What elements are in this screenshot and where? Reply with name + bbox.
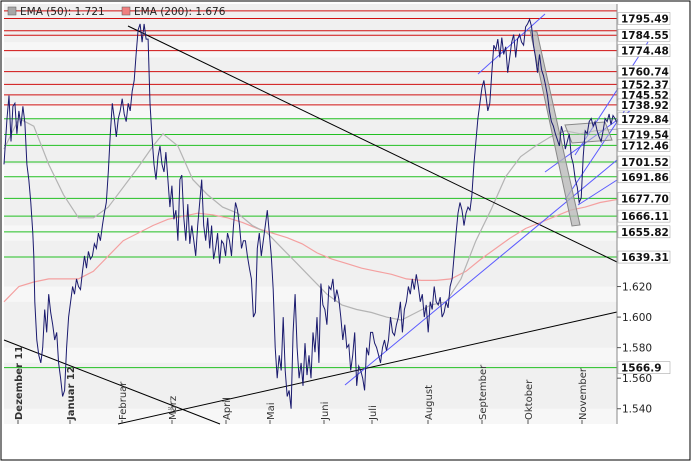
y-tick-label: 1.600 bbox=[622, 312, 652, 324]
plot-stripes bbox=[4, 42, 617, 424]
channel-line bbox=[574, 41, 649, 156]
x-tick-label: Oktober bbox=[524, 379, 535, 420]
x-tick-label: Juni bbox=[320, 402, 331, 421]
level-label: 1729.84 bbox=[621, 114, 669, 126]
trendlines bbox=[3, 13, 649, 425]
level-label-box bbox=[617, 28, 671, 42]
level-label-box bbox=[617, 250, 671, 264]
ema-lines bbox=[3, 117, 618, 321]
level-label-box bbox=[617, 139, 671, 152]
legend: EMA (50): 1.721 EMA (200): 1.676 bbox=[7, 6, 226, 18]
legend-swatch bbox=[121, 6, 131, 16]
plot-stripe bbox=[4, 225, 617, 241]
level-label: 1691.86 bbox=[621, 172, 669, 184]
level-label: 1719.54 bbox=[621, 130, 669, 142]
decline-band bbox=[529, 29, 581, 227]
y-tick-label: 1.620 bbox=[622, 282, 652, 294]
x-tick-label: Juli bbox=[368, 405, 379, 421]
y-axis: 1.540 1.560 1.580 1.600 1.620 1795.49 1784.55 1… bbox=[616, 4, 671, 424]
level-label: 1712.46 bbox=[621, 140, 669, 152]
y-tick-label: 1.580 bbox=[622, 343, 652, 355]
level-label: 1784.55 bbox=[621, 30, 669, 42]
x-tick-label: September bbox=[478, 364, 489, 420]
plot-stripe bbox=[4, 164, 617, 180]
horizontal-levels bbox=[4, 10, 617, 369]
x-tick-label: Januar 12 bbox=[66, 366, 77, 421]
legend-swatch bbox=[7, 6, 17, 16]
level-label: 1738.92 bbox=[621, 100, 669, 112]
level-label-box bbox=[617, 112, 671, 126]
x-tick-label: Dezember 11 bbox=[14, 346, 25, 420]
y-tick-label: 1.540 bbox=[622, 404, 652, 416]
x-axis: Dezember 11 Januar 12 Februar März April Mai J… bbox=[14, 346, 589, 424]
level-label-box bbox=[617, 98, 671, 112]
level-label-box bbox=[617, 225, 671, 239]
level-label: 1774.48 bbox=[621, 46, 669, 58]
level-label-box bbox=[617, 192, 671, 205]
level-label-box bbox=[617, 170, 671, 184]
plot-stripe bbox=[4, 347, 617, 363]
level-label: 1639.31 bbox=[621, 252, 669, 264]
legend-label: EMA (200): 1.676 bbox=[134, 6, 226, 18]
level-label-box bbox=[617, 44, 671, 57]
downtrend-line-lower bbox=[3, 339, 221, 425]
plot-stripe bbox=[4, 286, 617, 302]
y-tick-label: 1.560 bbox=[622, 373, 652, 385]
level-label: 1795.49 bbox=[621, 14, 669, 26]
price-group bbox=[3, 17, 618, 409]
level-label-box bbox=[617, 155, 671, 169]
legend-label: EMA (50): 1.721 bbox=[20, 6, 105, 18]
x-tick-label: April bbox=[222, 397, 233, 420]
level-label: 1677.70 bbox=[621, 193, 669, 205]
uptrend-line bbox=[117, 311, 618, 425]
level-label-box bbox=[617, 209, 671, 223]
level-label-box bbox=[617, 65, 671, 78]
x-tick-label: Mai bbox=[266, 402, 277, 420]
x-tick-label: November bbox=[578, 367, 589, 420]
level-label: 1655.82 bbox=[621, 227, 669, 239]
level-label: 1666.11 bbox=[621, 211, 669, 223]
ema200-line bbox=[3, 198, 618, 303]
level-label: 1752.37 bbox=[621, 79, 669, 91]
level-label-box bbox=[617, 361, 671, 374]
plot-stripe bbox=[4, 103, 617, 119]
channel-line bbox=[577, 179, 618, 206]
x-tick-label: August bbox=[424, 385, 435, 420]
level-label: 1760.74 bbox=[621, 67, 669, 79]
ema50-line bbox=[3, 117, 618, 321]
plot-stripe bbox=[4, 408, 617, 424]
level-label: 1566.9 bbox=[621, 363, 662, 375]
plot-stripe bbox=[4, 42, 617, 58]
x-tick-label: März bbox=[168, 396, 179, 420]
level-label: 1701.52 bbox=[621, 157, 669, 169]
level-label-box bbox=[617, 12, 671, 25]
downtrend-line bbox=[127, 25, 618, 263]
price-line bbox=[3, 17, 618, 409]
x-tick-label: Februar bbox=[118, 381, 129, 420]
